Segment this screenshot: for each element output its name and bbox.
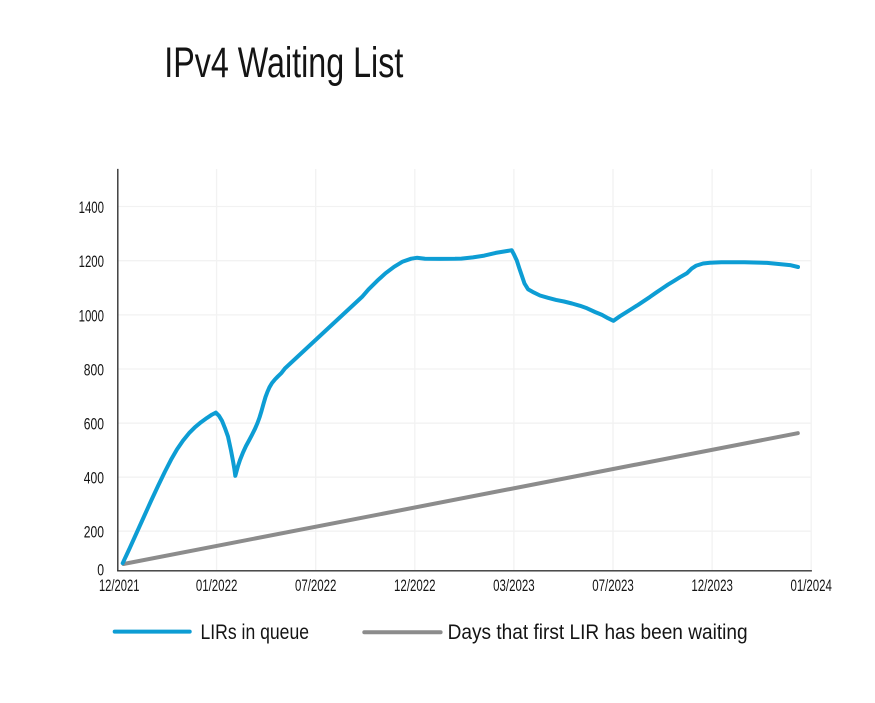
svg-text:12/2022: 12/2022 [394, 577, 436, 595]
svg-text:1400: 1400 [79, 199, 104, 217]
svg-text:03/2023: 03/2023 [493, 577, 535, 595]
svg-text:0: 0 [97, 562, 104, 580]
svg-text:200: 200 [84, 524, 104, 542]
svg-text:1200: 1200 [79, 253, 104, 271]
svg-text:12/2021: 12/2021 [99, 577, 140, 595]
svg-text:07/2022: 07/2022 [295, 577, 337, 595]
svg-text:600: 600 [84, 416, 104, 434]
svg-text:01/2024: 01/2024 [790, 577, 832, 595]
svg-text:400: 400 [84, 470, 104, 488]
svg-text:IPv4 Waiting List: IPv4 Waiting List [164, 40, 403, 87]
svg-text:Days that first LIR has been w: Days that first LIR has been waiting [448, 621, 748, 644]
svg-text:LIRs in queue: LIRs in queue [201, 621, 310, 644]
svg-text:07/2023: 07/2023 [592, 577, 634, 595]
svg-text:800: 800 [84, 362, 104, 380]
svg-text:1000: 1000 [79, 307, 104, 325]
svg-text:12/2023: 12/2023 [691, 577, 733, 595]
svg-text:01/2022: 01/2022 [196, 577, 238, 595]
